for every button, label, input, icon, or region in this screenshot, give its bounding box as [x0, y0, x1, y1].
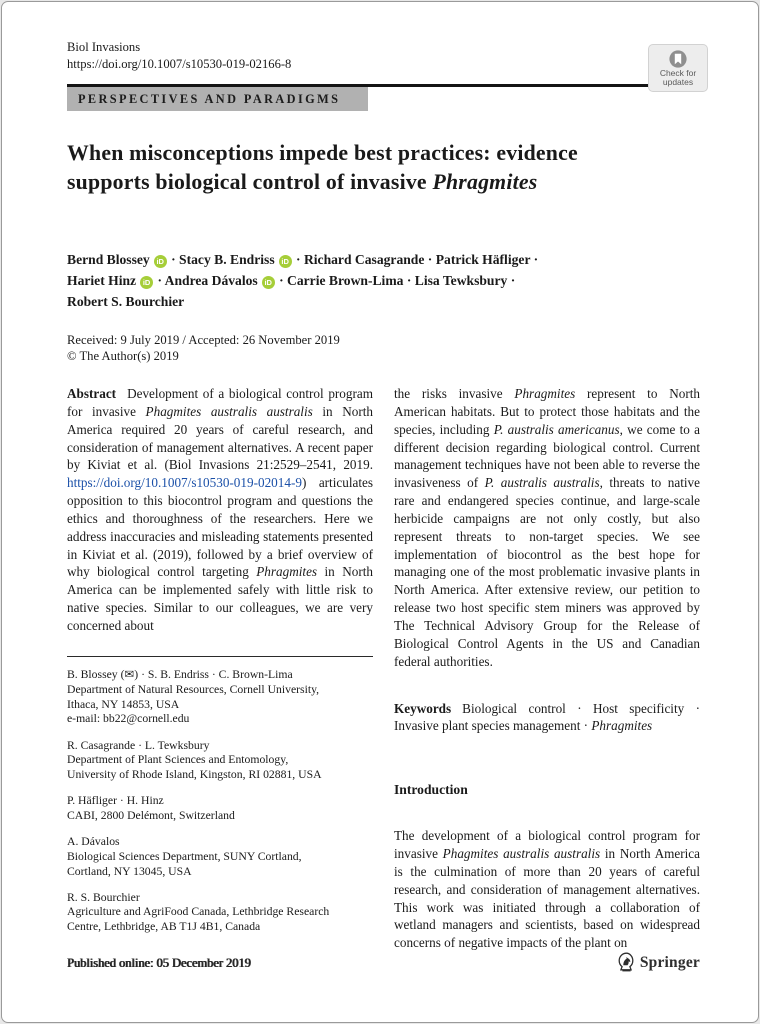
article-doi: https://doi.org/10.1007/s10530-019-02166… — [67, 56, 292, 71]
affiliation-block: R. Casagrande · L. Tewksbury Department … — [67, 738, 322, 782]
abstract-text-left: Development of a biological control prog… — [67, 386, 374, 633]
keywords-paragraph: Keywords Biological control · Host specif… — [394, 700, 700, 736]
doi-link[interactable]: https://doi.org/10.1007/s10530-019-02014… — [67, 475, 302, 491]
orcid-icon: iD — [278, 255, 292, 268]
article-title: When misconceptions impede best practice… — [67, 139, 677, 197]
section-banner: PERSPECTIVES AND PARADIGMS — [67, 87, 368, 111]
right-column: the risks invasive Phragmites represent … — [394, 385, 700, 973]
article-title-line2: supports biological control of invasive … — [67, 170, 538, 194]
received-accepted-line: Received: 9 July 2019 / Accepted: 26 Nov… — [67, 333, 340, 347]
header-rule — [67, 84, 708, 87]
author-line: Robert S. Bourchier — [67, 294, 185, 309]
springer-logo: Springer — [617, 952, 700, 973]
keywords-label: Keywords — [394, 700, 452, 716]
author-line: Hariet Hinz iD · Andrea Dávalos iD · Carri… — [67, 273, 516, 289]
article-title-line1: When misconceptions impede best practice… — [67, 141, 578, 165]
springer-wordmark: Springer — [639, 953, 700, 971]
abstract-label: Abstract — [67, 386, 117, 401]
check-for-updates-icon — [668, 49, 688, 69]
introduction-heading: Introduction — [394, 782, 468, 798]
orcid-icon: iD — [140, 276, 154, 289]
journal-name: Biol Invasions — [67, 40, 141, 54]
orcid-icon: iD — [153, 255, 167, 268]
journal-header: Biol Invasions https://doi.org/10.1007/s… — [67, 39, 291, 72]
check-for-updates-label-line2: updates — [662, 77, 694, 87]
left-column: Abstract Development of a biological cont… — [67, 385, 373, 971]
affiliation-block: A. Dávalos Biological Sciences Departmen… — [67, 835, 302, 878]
check-for-updates-label-line1: Check for — [659, 67, 697, 78]
keywords-text: Biological control · Host specificity · … — [394, 700, 700, 734]
article-dates: Received: 9 July 2019 / Accepted: 26 Nov… — [67, 333, 340, 365]
abstract-paragraph: Abstract Development of a biological cont… — [67, 385, 373, 635]
author-line: Bernd Blossey iD · Stacy B. Endriss iD · R… — [67, 252, 539, 268]
affiliation-block: R. S. Bourchier Agriculture and AgriFood… — [67, 890, 330, 934]
two-column-body: Abstract Development of a biological cont… — [67, 385, 700, 973]
section-banner-label: PERSPECTIVES AND PARADIGMS — [78, 91, 341, 106]
check-for-updates-button[interactable]: Check for updates — [648, 44, 708, 92]
affiliation-block: B. Blossey (✉) · S. B. Endriss · C. Brow… — [67, 668, 320, 726]
published-online-date: Published online: 05 December 2019 — [67, 956, 251, 970]
abstract-continuation: the risks invasive Phragmites represent … — [394, 386, 700, 669]
introduction-paragraph: The development of a biological control … — [394, 828, 700, 951]
orcid-icon: iD — [261, 276, 275, 289]
author-list: Bernd Blossey iD · Stacy B. Endriss iD · R… — [67, 249, 692, 312]
affiliation-block: P. Häfliger · H. Hinz CABI, 2800 Delémon… — [67, 794, 235, 822]
copyright-line: © The Author(s) 2019 — [67, 348, 179, 363]
springer-knight-icon — [617, 952, 636, 973]
footnote-divider — [67, 655, 373, 657]
